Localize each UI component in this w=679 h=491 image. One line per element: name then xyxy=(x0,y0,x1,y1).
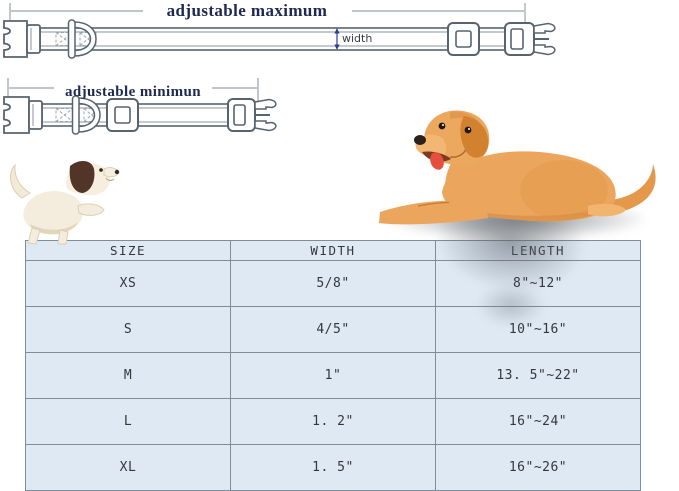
width-label: width xyxy=(342,32,373,45)
puppy-running-illustration xyxy=(10,160,120,245)
size-cell: S xyxy=(25,306,231,353)
width-cell: 1" xyxy=(230,352,436,399)
length-cell: 10"~16" xyxy=(435,306,641,353)
size-cell: XS xyxy=(25,260,231,307)
collar-strap xyxy=(39,27,507,51)
width-cell: 4/5" xyxy=(230,306,436,353)
golden-retriever-illustration xyxy=(379,110,656,225)
table-row: S 4/5" 10"~16" xyxy=(25,306,641,353)
length-cell: 16"~26" xyxy=(435,444,641,491)
size-cell: L xyxy=(25,398,231,445)
width-cell: 5/8" xyxy=(230,260,436,307)
size-cell: XL xyxy=(25,444,231,491)
slider-tri-glide-icon xyxy=(106,98,139,132)
width-cell: 1. 5" xyxy=(230,444,436,491)
d-ring-icon xyxy=(71,95,101,135)
width-arrow-icon xyxy=(334,28,340,50)
table-row: XL 1. 5" 16"~26" xyxy=(25,444,641,491)
adjustable-minimum-label: adjustable minimun xyxy=(65,84,201,100)
buckle-female-icon xyxy=(3,20,41,58)
slider-tri-glide-icon xyxy=(447,22,480,56)
size-chart-table: SIZE WIDTH LENGTH XS 5/8" 8"~12" S 4/5" … xyxy=(25,240,641,491)
buckle-male-icon xyxy=(227,98,277,132)
width-cell: 1. 2" xyxy=(230,398,436,445)
length-cell: 8"~12" xyxy=(435,260,641,307)
length-cell: 13. 5"~22" xyxy=(435,352,641,399)
buckle-male-icon xyxy=(504,22,556,56)
buckle-female-icon xyxy=(3,96,43,134)
measurement-line xyxy=(9,3,526,29)
length-cell: 16"~24" xyxy=(435,398,641,445)
collar-diagram-minimum xyxy=(3,78,277,135)
size-cell: M xyxy=(25,352,231,399)
d-ring-icon xyxy=(67,19,97,59)
adjustable-maximum-label: adjustable maximum xyxy=(166,1,328,20)
table-row: M 1" 13. 5"~22" xyxy=(25,352,641,399)
table-row: L 1. 2" 16"~24" xyxy=(25,398,641,445)
collar-diagram-maximum xyxy=(3,3,556,59)
table-row: XS 5/8" 8"~12" xyxy=(25,260,641,307)
